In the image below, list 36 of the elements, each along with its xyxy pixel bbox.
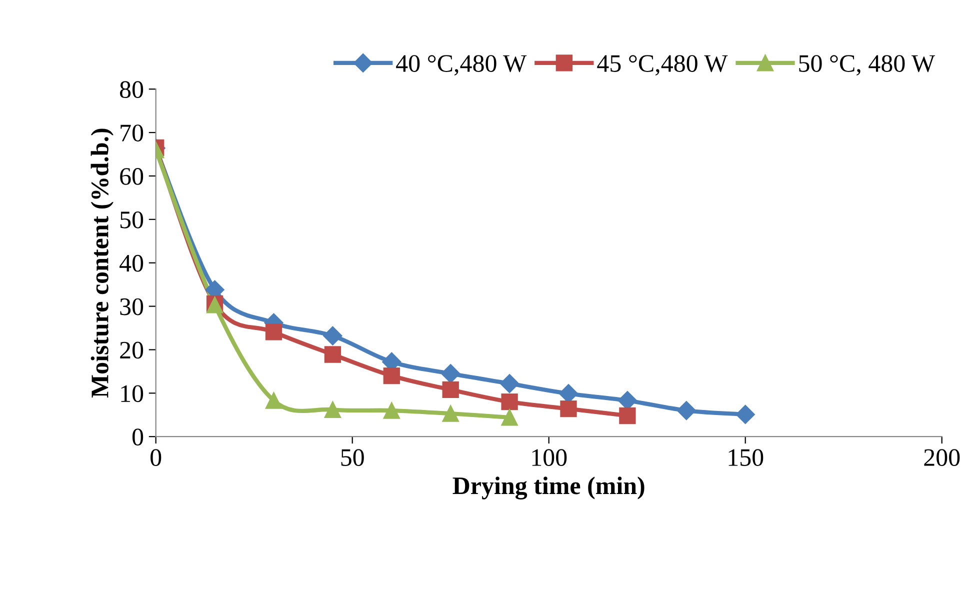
- point: [501, 409, 518, 426]
- x-axis-title: Drying time (min): [452, 476, 644, 500]
- legend-label: 50 °C, 480 W: [799, 55, 936, 76]
- point: [736, 404, 755, 424]
- point: [441, 364, 460, 384]
- y-tick-label: 10: [121, 385, 144, 402]
- point: [442, 405, 459, 422]
- y-tick-label: 40: [120, 254, 144, 272]
- point: [324, 401, 342, 418]
- point: [383, 402, 400, 419]
- x-tick-label: 150: [728, 449, 764, 466]
- y-tick-label: 30: [120, 298, 144, 316]
- y-tick-label: 80: [120, 81, 144, 98]
- y-tick-label: 20: [120, 342, 144, 359]
- point: [324, 346, 342, 363]
- point: [323, 326, 342, 346]
- point: [442, 381, 459, 398]
- point: [265, 324, 282, 340]
- x-tick-label: 200: [924, 449, 960, 466]
- point: [265, 392, 282, 409]
- point: [560, 400, 577, 418]
- y-tick-label: 60: [120, 168, 144, 185]
- x-tick-label: 100: [532, 449, 567, 466]
- point: [383, 367, 400, 384]
- y-tick-label: 50: [120, 211, 144, 228]
- x-tick-label: 50: [341, 449, 364, 466]
- point: [501, 394, 518, 410]
- legend-label: 45 °C,480 W: [597, 55, 728, 76]
- y-tick-label: 0: [132, 428, 144, 446]
- x-tick-label: 0: [150, 449, 162, 466]
- y-tick-label: 70: [120, 124, 144, 142]
- point: [500, 374, 520, 394]
- legend-label: 40 °C,480 W: [396, 55, 527, 76]
- y-axis-title: Moisture content (%d.b.): [90, 128, 114, 398]
- point: [676, 400, 696, 420]
- point: [619, 407, 636, 424]
